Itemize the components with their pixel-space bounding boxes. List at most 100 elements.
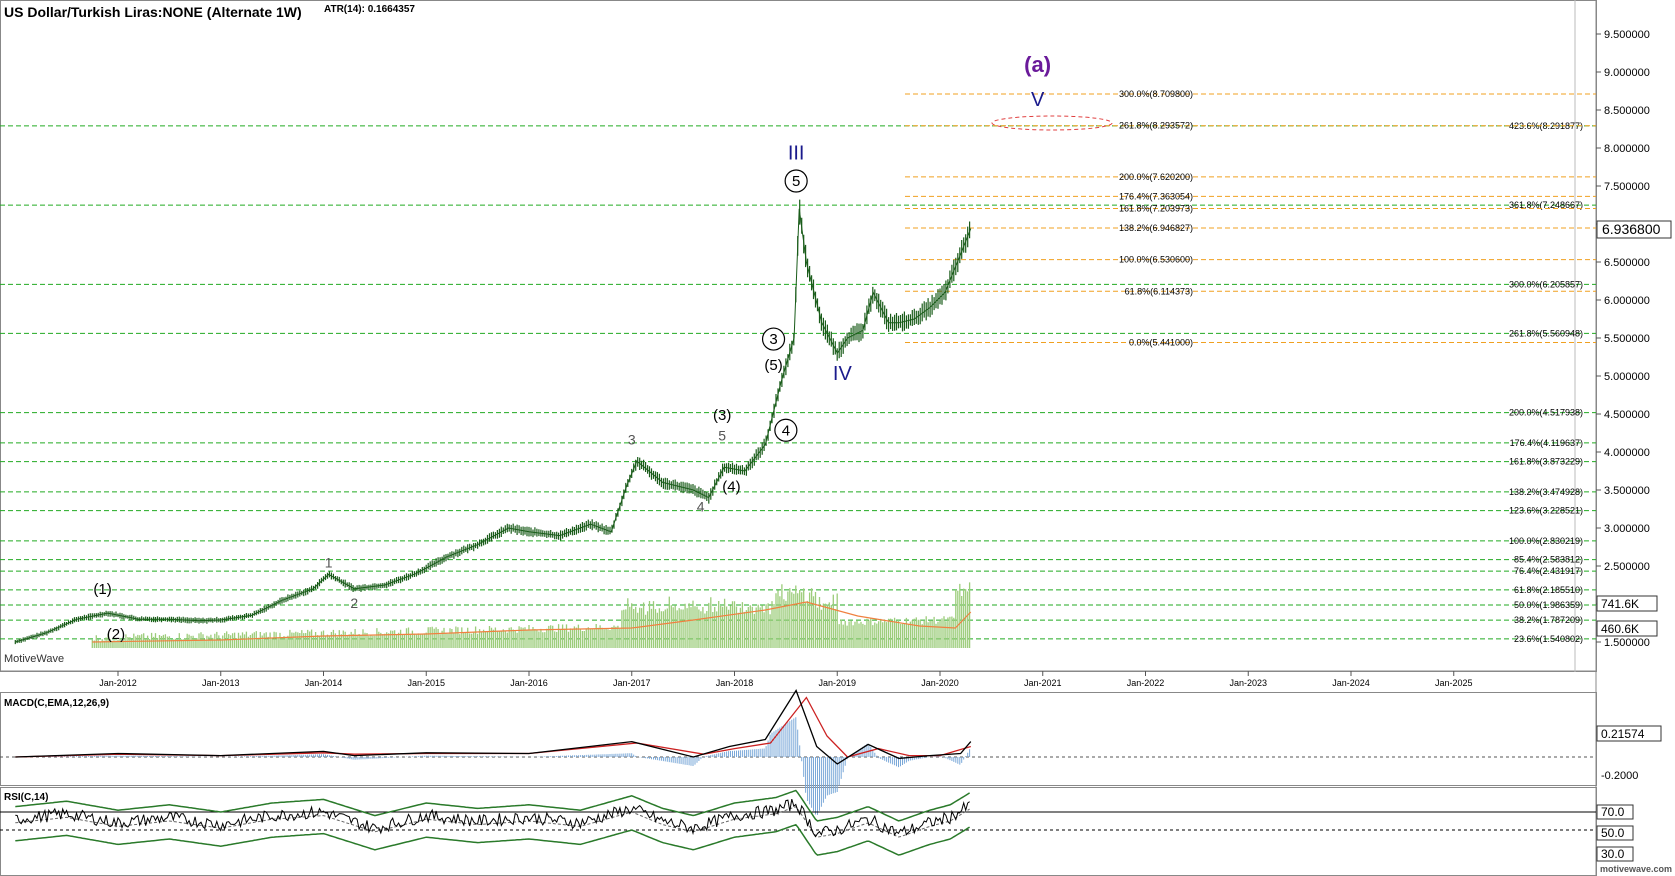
wave-labels: (a) V III 5 IV 3 (5) 4 (3) 5 (4) 3 4 1 2 (1) (2) bbox=[93, 52, 1051, 643]
y-tick-label: 4.000000 bbox=[1604, 447, 1650, 459]
atr-readout: ATR(14): 0.1664357 bbox=[324, 4, 415, 15]
y-tick-label: 5.000000 bbox=[1604, 371, 1650, 383]
wave-circle bbox=[774, 418, 798, 442]
x-tick-label: Jan-2020 bbox=[921, 678, 959, 688]
x-tick-label: Jan-2016 bbox=[510, 678, 548, 688]
macd-value-label: 0.21574 bbox=[1601, 727, 1645, 741]
fib-level-label-right: 300.0%(6.205857) bbox=[1509, 279, 1583, 289]
x-tick-label: Jan-2021 bbox=[1024, 678, 1062, 688]
fib-level-label-right: 200.0%(4.517938) bbox=[1509, 408, 1583, 418]
rsi-average bbox=[15, 806, 970, 838]
y-tick-label: 3.000000 bbox=[1604, 523, 1650, 535]
macd-title: MACD(C,EMA,12,26,9) bbox=[4, 698, 109, 709]
x-tick-label: Jan-2012 bbox=[99, 678, 137, 688]
y-tick-label: 8.500000 bbox=[1604, 105, 1650, 117]
wave-label: III bbox=[788, 142, 805, 164]
y-tick-label: 4.500000 bbox=[1604, 409, 1650, 421]
wave-label: 1 bbox=[325, 555, 333, 571]
fib-level-label-right: 85.4%(2.583812) bbox=[1514, 555, 1583, 565]
x-tick-label: Jan-2022 bbox=[1127, 678, 1165, 688]
price-bars bbox=[14, 199, 971, 645]
volume-box-1 bbox=[1596, 595, 1658, 612]
fib-level-label-right: 161.8%(3.873229) bbox=[1509, 457, 1583, 467]
y-tick-label: 2.500000 bbox=[1604, 561, 1650, 573]
fib-level-label-right: 100.0%(2.830219) bbox=[1509, 536, 1583, 546]
fib-level-label-left: 61.8%(6.114373) bbox=[1125, 286, 1193, 296]
fib-level-label-left: 0.0%(5.441000) bbox=[1129, 337, 1193, 347]
volume-box-2 bbox=[1596, 620, 1658, 637]
last-price-label: 6.936800 bbox=[1602, 221, 1661, 237]
wave-label: (a) bbox=[1024, 52, 1051, 77]
volume-bars bbox=[91, 582, 972, 648]
wave-circle bbox=[761, 327, 786, 351]
chart-title: US Dollar/Turkish Liras:NONE (Alternate … bbox=[4, 4, 302, 20]
watermark: MotiveWave bbox=[4, 653, 64, 665]
price-series bbox=[14, 199, 972, 645]
y-tick-label: 1.500000 bbox=[1604, 637, 1650, 649]
wave-label: 3 bbox=[769, 331, 777, 348]
fib-level-label-right: 123.6%(3.228521) bbox=[1509, 506, 1583, 516]
wave-label: (5) bbox=[764, 357, 782, 374]
fib-level-label-right: 50.0%(1.986359) bbox=[1514, 600, 1583, 610]
rsi-70-label: 70.0 bbox=[1601, 805, 1625, 819]
y-tick-label: 3.500000 bbox=[1604, 485, 1650, 497]
fib-level-label-right: 61.8%(2.185510) bbox=[1514, 585, 1583, 595]
fib-level-label-left: 300.0%(8.709800) bbox=[1119, 89, 1193, 99]
macd-value-box bbox=[1596, 725, 1662, 742]
rsi-title: RSI(C,14) bbox=[4, 792, 48, 803]
y-tick-label: 5.500000 bbox=[1604, 333, 1650, 345]
fib-level-label-right: 361.8%(7.248667) bbox=[1509, 200, 1583, 210]
fib-level-label-left: 161.8%(7.203973) bbox=[1119, 203, 1193, 213]
x-tick-label: Jan-2019 bbox=[818, 678, 856, 688]
wave-label: 4 bbox=[782, 422, 790, 439]
wave-label: (4) bbox=[722, 479, 740, 496]
rsi-70-box bbox=[1596, 804, 1634, 820]
y-tick-label: 6.000000 bbox=[1604, 295, 1650, 307]
y-tick-label: 6.500000 bbox=[1604, 257, 1650, 269]
rsi-line bbox=[15, 798, 970, 838]
wave-label: IV bbox=[833, 363, 853, 385]
last-price-box bbox=[1596, 220, 1672, 239]
fib-level-label-right: 38.2%(1.787209) bbox=[1514, 615, 1583, 625]
fib-level-label-left: 261.8%(8.293572) bbox=[1119, 121, 1193, 131]
rsi-series bbox=[0, 789, 1596, 856]
x-tick-label: Jan-2023 bbox=[1229, 678, 1267, 688]
macd-panel-frame bbox=[0, 692, 1597, 786]
rsi-50-label: 50.0 bbox=[1601, 826, 1625, 840]
fib-level-label-left: 200.0%(7.620200) bbox=[1119, 172, 1193, 182]
volume-label-1: 741.6K bbox=[1601, 597, 1639, 611]
rsi-lower-band bbox=[15, 823, 971, 856]
footer-brand: motivewave.com bbox=[1600, 864, 1672, 874]
x-tick-label: Jan-2024 bbox=[1332, 678, 1370, 688]
fib-level-label-right: 176.4%(4.119637) bbox=[1510, 438, 1583, 448]
fib-level-label-left: 138.2%(6.946827) bbox=[1119, 223, 1193, 233]
macd-histogram bbox=[18, 717, 971, 815]
volume-histogram bbox=[91, 582, 971, 648]
wave-circle bbox=[784, 169, 808, 193]
rsi-50-box bbox=[1596, 825, 1634, 841]
wave-label: 5 bbox=[718, 428, 726, 444]
rsi-30-box bbox=[1596, 846, 1634, 862]
fib-level-label-right: 261.8%(5.560948) bbox=[1509, 328, 1583, 338]
y-tick-label: 9.000000 bbox=[1604, 67, 1650, 79]
wave-label: (2) bbox=[107, 626, 125, 643]
wave-label: 2 bbox=[350, 595, 358, 611]
wave-label: 3 bbox=[628, 431, 636, 447]
fib-level-label-right: 76.4%(2.431917) bbox=[1514, 566, 1583, 576]
macd-series bbox=[0, 689, 1596, 815]
wave-label: 4 bbox=[697, 498, 705, 514]
fib-level-label-left: 100.0%(6.530600) bbox=[1119, 255, 1193, 265]
macd-tick-label: -0.2000 bbox=[1601, 770, 1638, 782]
target-zone-ellipse bbox=[991, 115, 1113, 131]
rsi-upper-band bbox=[15, 789, 971, 822]
fib-levels: 423.6%(8.291877)361.8%(7.248667)300.0%(6… bbox=[0, 89, 1596, 644]
x-axis-ticks: Jan-2012 Jan-2013 Jan-2014 Jan-2015 Jan-2016… bbox=[99, 671, 1473, 688]
y-axis-ticks: 9.500000 9.000000 8.500000 8.000000 7.500000… bbox=[1596, 29, 1650, 649]
rsi-panel-frame bbox=[0, 787, 1597, 876]
x-tick-label: Jan-2025 bbox=[1435, 678, 1473, 688]
volume-label-2: 460.6K bbox=[1601, 622, 1639, 636]
macd-signal-line bbox=[15, 696, 971, 758]
x-tick-label: Jan-2018 bbox=[716, 678, 754, 688]
y-tick-label: 8.000000 bbox=[1604, 143, 1650, 155]
main-panel-frame bbox=[0, 0, 1597, 672]
